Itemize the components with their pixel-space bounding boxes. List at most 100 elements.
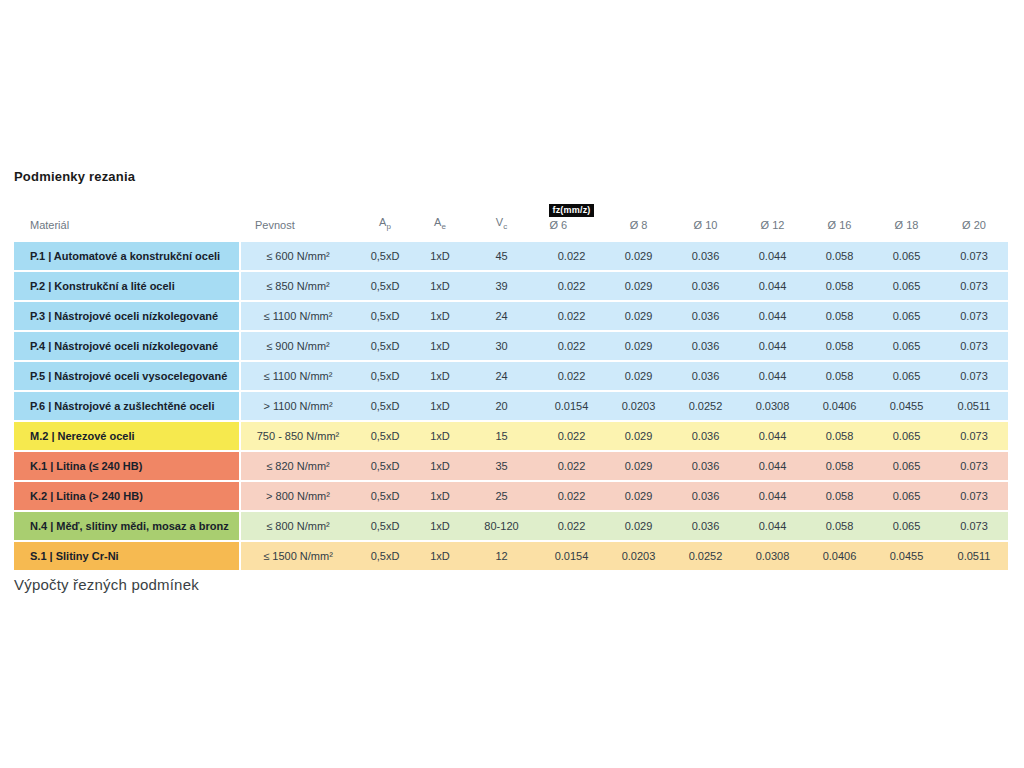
fz-cell: 0.065 (873, 332, 940, 360)
col-header-vc: Vc (465, 198, 538, 240)
fz-cell: 0.029 (605, 242, 672, 270)
col-header-diameter-10: Ø 10 (672, 198, 739, 240)
fz-cell: 0.058 (806, 272, 873, 300)
pevnost-cell: ≤ 600 N/mm² (241, 242, 355, 270)
pevnost-cell: ≤ 1100 N/mm² (241, 302, 355, 330)
fz-cell: 0.0308 (739, 542, 806, 570)
pevnost-cell: > 800 N/mm² (241, 482, 355, 510)
ae-cell: 1xD (415, 542, 465, 570)
col-header-diameter-20: Ø 20 (940, 198, 1008, 240)
col-header-diameter-12: Ø 12 (739, 198, 806, 240)
ap-cell: 0,5xD (355, 272, 415, 300)
ae-cell: 1xD (415, 242, 465, 270)
table-row: P.2 | Konstrukční a lité oceli ≤ 850 N/m… (14, 272, 1008, 300)
vc-subscript: c (503, 222, 507, 231)
fz-cell: 0.036 (672, 452, 739, 480)
ae-cell: 1xD (415, 482, 465, 510)
pevnost-cell: ≤ 820 N/mm² (241, 452, 355, 480)
col-header-diameter-16: Ø 16 (806, 198, 873, 240)
fz-cell: 0.058 (806, 422, 873, 450)
fz-cell: 0.044 (739, 452, 806, 480)
ae-cell: 1xD (415, 332, 465, 360)
fz-cell: 0.0154 (538, 392, 605, 420)
fz-cell: 0.022 (538, 422, 605, 450)
ap-cell: 0,5xD (355, 512, 415, 540)
fz-cell: 0.029 (605, 452, 672, 480)
fz-cell: 0.036 (672, 332, 739, 360)
ap-cell: 0,5xD (355, 362, 415, 390)
fz-cell: 0.036 (672, 512, 739, 540)
fz-cell: 0.044 (739, 302, 806, 330)
fz-cell: 0.065 (873, 272, 940, 300)
ap-cell: 0,5xD (355, 332, 415, 360)
ap-cell: 0,5xD (355, 452, 415, 480)
fz-cell: 0.029 (605, 482, 672, 510)
table-row: K.1 | Litina (≤ 240 HB) ≤ 820 N/mm² 0,5x… (14, 452, 1008, 480)
ap-cell: 0,5xD (355, 422, 415, 450)
vc-cell: 20 (465, 392, 538, 420)
table-row: K.2 | Litina (> 240 HB) > 800 N/mm² 0,5x… (14, 482, 1008, 510)
fz-cell: 0.0252 (672, 392, 739, 420)
fz-cell: 0.065 (873, 512, 940, 540)
fz-cell: 0.036 (672, 422, 739, 450)
fz-cell: 0.044 (739, 362, 806, 390)
fz-cell: 0.029 (605, 272, 672, 300)
fz-cell: 0.058 (806, 242, 873, 270)
col-header-ae: Ae (415, 198, 465, 240)
fz-cell: 0.0308 (739, 392, 806, 420)
vc-cell: 30 (465, 332, 538, 360)
fz-cell: 0.065 (873, 482, 940, 510)
fz-cell: 0.058 (806, 482, 873, 510)
table-row: P.1 | Automatové a konstrukční oceli ≤ 6… (14, 242, 1008, 270)
vc-cell: 24 (465, 302, 538, 330)
col-header-diameter-18: Ø 18 (873, 198, 940, 240)
fz-cell: 0.0203 (605, 392, 672, 420)
pevnost-cell: ≤ 850 N/mm² (241, 272, 355, 300)
material-cell: P.1 | Automatové a konstrukční oceli (14, 242, 241, 270)
fz-header-group: fz(mm/z) Ø 6 (549, 204, 593, 231)
pevnost-cell: 750 - 850 N/mm² (241, 422, 355, 450)
fz-cell: 0.0455 (873, 542, 940, 570)
vc-cell: 24 (465, 362, 538, 390)
table-row: S.1 | Slitiny Cr-Ni ≤ 1500 N/mm² 0,5xD 1… (14, 542, 1008, 570)
ae-cell: 1xD (415, 422, 465, 450)
material-cell: N.4 | Měď, slitiny mědi, mosaz a bronz (14, 512, 241, 540)
vc-cell: 39 (465, 272, 538, 300)
table-header-row: Materiál Pevnost Ap Ae Vc fz(mm/z) Ø 6 Ø… (14, 198, 1008, 240)
ap-cell: 0,5xD (355, 482, 415, 510)
fz-cell: 0.0203 (605, 542, 672, 570)
material-cell: P.4 | Nástrojové oceli nízkolegované (14, 332, 241, 360)
fz-cell: 0.073 (940, 272, 1008, 300)
table-body: P.1 | Automatové a konstrukční oceli ≤ 6… (14, 242, 1008, 570)
cutting-conditions-table: Materiál Pevnost Ap Ae Vc fz(mm/z) Ø 6 Ø… (14, 196, 1008, 572)
pevnost-cell: ≤ 900 N/mm² (241, 332, 355, 360)
fz-cell: 0.065 (873, 422, 940, 450)
col-header-diameter-8: Ø 8 (605, 198, 672, 240)
fz-cell: 0.0406 (806, 392, 873, 420)
fz-cell: 0.073 (940, 482, 1008, 510)
col-header-diameter-6: fz(mm/z) Ø 6 (538, 198, 605, 240)
ap-subscript: p (386, 222, 390, 231)
fz-cell: 0.073 (940, 362, 1008, 390)
fz-cell: 0.0154 (538, 542, 605, 570)
ae-cell: 1xD (415, 362, 465, 390)
fz-unit-badge: fz(mm/z) (549, 204, 593, 217)
vc-cell: 45 (465, 242, 538, 270)
ap-cell: 0,5xD (355, 242, 415, 270)
fz-cell: 0.036 (672, 242, 739, 270)
fz-cell: 0.073 (940, 452, 1008, 480)
fz-cell: 0.029 (605, 512, 672, 540)
table-row: P.5 | Nástrojové oceli vysocelegované ≤ … (14, 362, 1008, 390)
fz-cell: 0.073 (940, 512, 1008, 540)
fz-cell: 0.0252 (672, 542, 739, 570)
section-subtitle: Výpočty řezných podmínek (14, 576, 199, 593)
fz-cell: 0.073 (940, 422, 1008, 450)
fz-cell: 0.022 (538, 302, 605, 330)
pevnost-cell: > 1100 N/mm² (241, 392, 355, 420)
material-cell: P.3 | Nástrojové oceli nízkolegované (14, 302, 241, 330)
vc-cell: 80-120 (465, 512, 538, 540)
ap-cell: 0,5xD (355, 542, 415, 570)
fz-cell: 0.044 (739, 242, 806, 270)
ap-cell: 0,5xD (355, 392, 415, 420)
material-cell: M.2 | Nerezové oceli (14, 422, 241, 450)
